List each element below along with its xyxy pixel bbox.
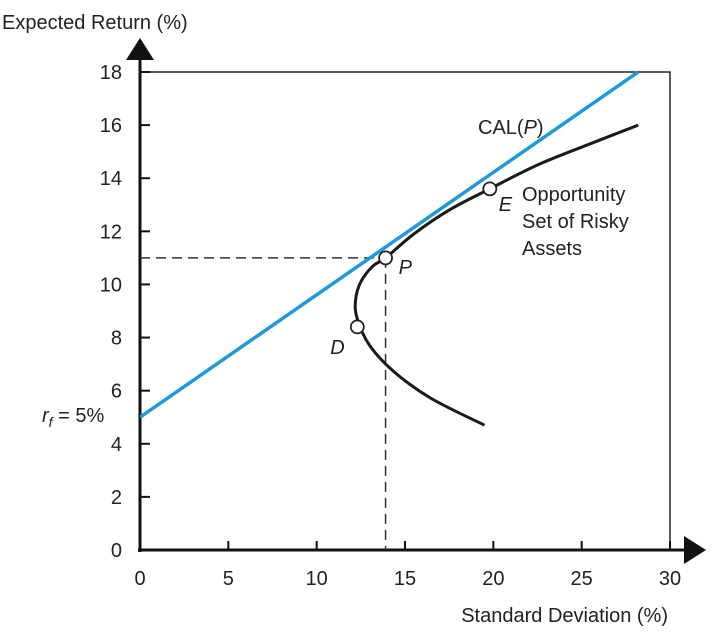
y-tick-label: 8 (111, 328, 122, 350)
x-ticks: 0 5 10 15 20 25 30 (134, 541, 681, 590)
x-tick-label: 20 (482, 568, 504, 590)
series-line-opportunity-set (353, 123, 639, 427)
x-tick-label: 10 (306, 568, 328, 590)
y-axis-arrow (126, 38, 154, 60)
y-tick-label: 18 (100, 62, 122, 84)
series-label-opportunity-set: Opportunity Set of Risky Assets (522, 184, 634, 260)
rf-label: rf = 5% (42, 405, 104, 430)
y-tick-label: 16 (100, 115, 122, 137)
point-d (349, 319, 365, 335)
y-tick-label: 10 (100, 274, 122, 296)
x-tick-label: 5 (223, 568, 234, 590)
point-e (482, 181, 498, 197)
rf-label-suffix: = 5% (53, 405, 105, 427)
y-tick-label: 14 (100, 168, 122, 190)
point-p (378, 250, 393, 266)
y-tick-label: 0 (111, 540, 122, 562)
y-ticks: 0 2 4 6 8 10 12 14 16 18 (100, 62, 150, 562)
x-tick-label: 25 (571, 568, 593, 590)
y-tick-label: 6 (111, 381, 122, 403)
point-label-p: P (399, 257, 413, 279)
series-label-cal: CAL(P) (478, 117, 544, 139)
x-axis-arrow (684, 536, 706, 564)
point-label-e: E (499, 194, 513, 216)
y-tick-label: 12 (100, 221, 122, 243)
rf-label-prefix: r (42, 405, 50, 427)
y-axis-label: Expected Return (%) (2, 12, 188, 34)
x-axis-label: Standard Deviation (%) (461, 605, 668, 627)
marked-points: P E D (330, 181, 513, 359)
y-tick-label: 2 (111, 487, 122, 509)
rf-label-sub: f (49, 414, 55, 430)
x-tick-label: 0 (134, 568, 145, 590)
series-line-cal (140, 70, 640, 419)
y-tick-label: 4 (111, 434, 122, 456)
point-label-d: D (330, 337, 344, 359)
x-tick-label: 15 (394, 568, 416, 590)
x-tick-label: 30 (659, 568, 681, 590)
